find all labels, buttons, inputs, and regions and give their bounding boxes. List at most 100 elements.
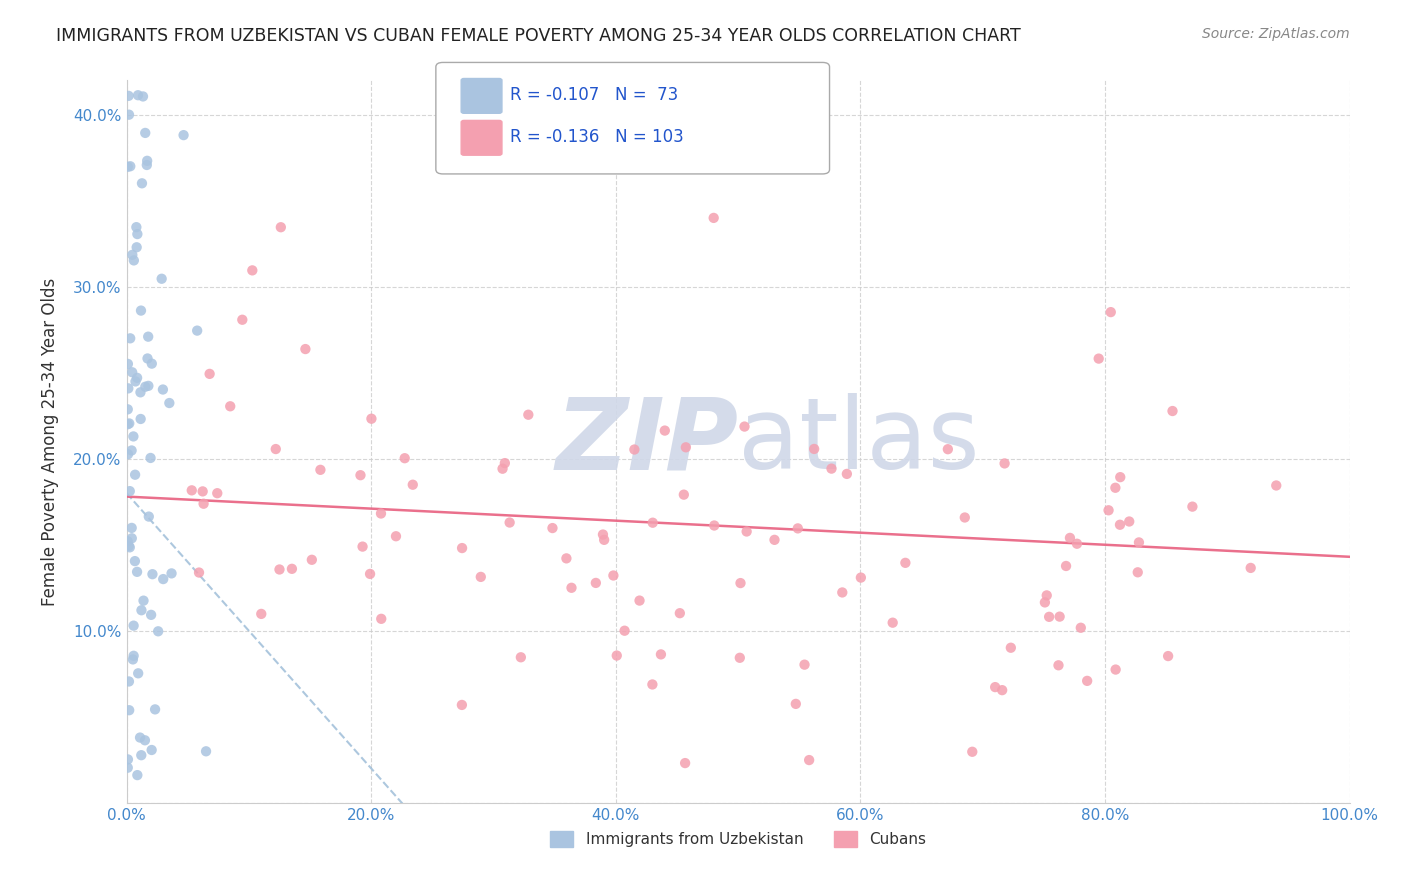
Point bbox=[118, 539, 141, 553]
Point bbox=[1109, 517, 1132, 532]
Point bbox=[1087, 351, 1109, 366]
Point bbox=[1118, 515, 1140, 529]
Point bbox=[138, 509, 160, 524]
Point bbox=[121, 248, 143, 262]
Point bbox=[127, 227, 149, 241]
Point bbox=[623, 442, 645, 457]
Point bbox=[1047, 658, 1070, 673]
Point bbox=[231, 312, 253, 326]
Point bbox=[675, 440, 697, 454]
Point bbox=[117, 402, 139, 417]
Point bbox=[117, 534, 139, 549]
Point bbox=[118, 541, 141, 555]
Point bbox=[650, 648, 672, 662]
Point bbox=[349, 468, 371, 483]
Point bbox=[131, 176, 153, 190]
Point bbox=[541, 521, 564, 535]
Point bbox=[894, 556, 917, 570]
Point bbox=[953, 510, 976, 524]
Point bbox=[560, 581, 582, 595]
Point bbox=[602, 568, 624, 582]
Point bbox=[1109, 470, 1132, 484]
Point bbox=[1035, 588, 1057, 602]
Point bbox=[121, 531, 143, 545]
Point bbox=[270, 220, 292, 235]
Point bbox=[672, 488, 695, 502]
Point bbox=[785, 697, 807, 711]
Point bbox=[962, 745, 984, 759]
Point bbox=[703, 518, 725, 533]
Point bbox=[451, 698, 474, 712]
Point bbox=[131, 603, 153, 617]
Point bbox=[139, 450, 162, 465]
Point bbox=[1181, 500, 1204, 514]
Point bbox=[134, 380, 156, 394]
Point bbox=[1059, 531, 1081, 545]
Point bbox=[191, 484, 214, 499]
Point bbox=[122, 253, 145, 268]
Point bbox=[352, 540, 374, 554]
Point bbox=[1097, 503, 1119, 517]
Point bbox=[1066, 537, 1088, 551]
Point bbox=[309, 463, 332, 477]
Point bbox=[730, 576, 752, 591]
Point bbox=[264, 442, 287, 456]
Text: atlas: atlas bbox=[738, 393, 980, 490]
Point bbox=[1126, 566, 1149, 580]
Point bbox=[1054, 559, 1077, 574]
Point bbox=[281, 562, 304, 576]
Point bbox=[555, 551, 578, 566]
Point bbox=[240, 263, 263, 277]
Point bbox=[1049, 609, 1071, 624]
Point bbox=[118, 674, 141, 689]
Point bbox=[173, 128, 195, 142]
Point bbox=[118, 417, 141, 431]
Point bbox=[763, 533, 786, 547]
Point bbox=[135, 158, 157, 172]
Point bbox=[1076, 673, 1098, 688]
Point bbox=[1240, 561, 1263, 575]
Point bbox=[991, 683, 1014, 698]
Point bbox=[1161, 404, 1184, 418]
Point bbox=[360, 411, 382, 425]
Point bbox=[124, 554, 146, 568]
Point bbox=[129, 731, 152, 745]
Point bbox=[195, 744, 218, 758]
Point bbox=[132, 593, 155, 607]
Point bbox=[127, 768, 149, 782]
Point bbox=[118, 703, 141, 717]
Point bbox=[735, 524, 758, 539]
Text: Source: ZipAtlas.com: Source: ZipAtlas.com bbox=[1202, 27, 1350, 41]
Point bbox=[193, 497, 215, 511]
Point bbox=[1265, 478, 1288, 492]
Point bbox=[198, 367, 221, 381]
Point bbox=[669, 606, 692, 620]
Point bbox=[117, 752, 139, 766]
Point bbox=[703, 211, 725, 225]
Point bbox=[984, 680, 1007, 694]
Point bbox=[654, 424, 676, 438]
Point bbox=[117, 160, 139, 174]
Point bbox=[141, 567, 163, 582]
Point bbox=[150, 272, 173, 286]
Point bbox=[1128, 535, 1150, 549]
Point bbox=[136, 329, 159, 343]
Point bbox=[1099, 305, 1122, 319]
Point bbox=[118, 108, 141, 122]
Point bbox=[121, 365, 143, 379]
Point bbox=[146, 624, 169, 639]
Point bbox=[152, 383, 174, 397]
Point bbox=[593, 533, 616, 547]
Point bbox=[132, 89, 155, 103]
Point bbox=[117, 381, 139, 395]
Point bbox=[129, 412, 152, 426]
Point bbox=[127, 666, 149, 681]
Point bbox=[122, 618, 145, 632]
Point bbox=[641, 516, 664, 530]
Point bbox=[121, 443, 143, 458]
Point bbox=[121, 521, 143, 535]
Point bbox=[136, 153, 159, 168]
Point bbox=[451, 541, 474, 555]
Point bbox=[120, 159, 142, 173]
Point bbox=[117, 357, 139, 371]
